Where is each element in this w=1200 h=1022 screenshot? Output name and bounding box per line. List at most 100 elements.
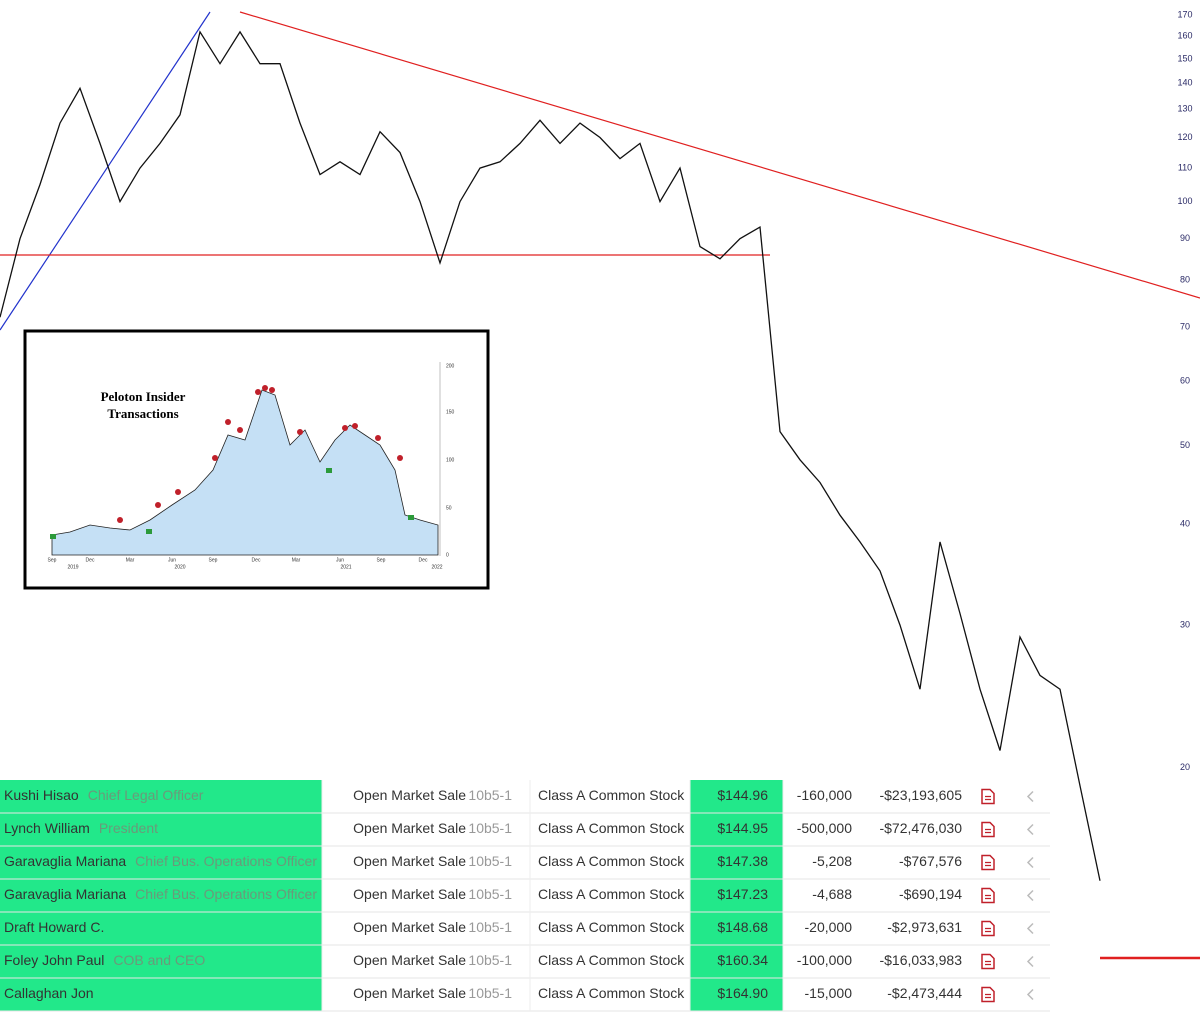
inset-month: Jun — [168, 557, 176, 563]
transaction-type: Open Market Sale — [353, 985, 466, 1001]
insider-role: COB and CEO — [113, 952, 205, 968]
inset-area — [51, 389, 439, 556]
y-tick-label: 30 — [1180, 619, 1190, 629]
value: -$2,973,631 — [887, 919, 962, 935]
value: -$16,033,983 — [879, 952, 962, 968]
y-tick-label: 170 — [1177, 9, 1192, 19]
inset-title: Peloton Insider Transactions — [101, 389, 186, 421]
y-tick-label: 140 — [1177, 78, 1192, 88]
insider-name: Callaghan Jon — [4, 985, 94, 1001]
price: $148.68 — [717, 919, 768, 935]
inset-month: Sep — [377, 557, 386, 563]
expand-chevron[interactable] — [1026, 955, 1034, 968]
inset-y-tick: 0 — [446, 552, 449, 558]
security: Class A Common Stock — [538, 820, 685, 836]
plan: 10b5-1 — [468, 919, 512, 935]
plan: 10b5-1 — [468, 853, 512, 869]
price: $147.38 — [717, 853, 768, 869]
inset-year: 2020 — [174, 564, 185, 570]
filing-icon-shape — [981, 953, 995, 970]
y-tick-label: 80 — [1180, 274, 1190, 284]
filing-icon-shape — [981, 920, 995, 937]
y-tick-label: 90 — [1180, 233, 1190, 243]
inset-month: Sep — [48, 557, 57, 563]
filing-icon[interactable] — [981, 854, 995, 871]
filing-icon-lines — [985, 927, 991, 933]
security: Class A Common Stock — [538, 919, 685, 935]
inset-year: 2019 — [67, 564, 78, 570]
price: $144.95 — [717, 820, 768, 836]
value: -$23,193,605 — [879, 787, 962, 803]
transaction-type: Open Market Sale — [353, 886, 466, 902]
shares: -100,000 — [797, 952, 852, 968]
filing-icon[interactable] — [981, 953, 995, 970]
plan: 10b5-1 — [468, 952, 512, 968]
insider-role: Chief Bus. Operations Officer — [135, 853, 317, 869]
shares: -15,000 — [805, 985, 853, 1001]
filing-icon-lines — [985, 861, 991, 867]
filing-icon-shape — [981, 821, 995, 838]
filing-icon-lines — [985, 795, 991, 801]
insider-name: Foley John Paul — [4, 952, 104, 968]
transaction-type: Open Market Sale — [353, 820, 466, 836]
inset-month: Dec — [252, 557, 261, 563]
insider-role: President — [99, 820, 158, 836]
inset-year: 2022 — [431, 564, 442, 570]
shares: -5,208 — [812, 853, 852, 869]
value: -$72,476,030 — [879, 820, 962, 836]
security: Class A Common Stock — [538, 952, 685, 968]
security: Class A Common Stock — [538, 853, 685, 869]
expand-chevron[interactable] — [1026, 889, 1034, 902]
security: Class A Common Stock — [538, 886, 685, 902]
shares: -500,000 — [797, 820, 852, 836]
insider-role: Chief Legal Officer — [88, 787, 204, 803]
name-column — [0, 780, 322, 1011]
y-tick-label: 100 — [1177, 196, 1192, 206]
inset-y-tick: 100 — [446, 457, 455, 463]
plan: 10b5-1 — [468, 820, 512, 836]
price: $147.23 — [717, 886, 768, 902]
filing-icon-lines — [985, 960, 991, 966]
plan: 10b5-1 — [468, 985, 512, 1001]
price-column — [690, 780, 783, 1011]
inset-y-tick: 200 — [446, 363, 455, 369]
filing-icon[interactable] — [981, 920, 995, 937]
shares: -20,000 — [805, 919, 853, 935]
inset-buy-markers — [50, 468, 414, 539]
shares: -4,688 — [812, 886, 852, 902]
expand-chevron[interactable] — [1026, 823, 1034, 836]
insider-name: Kushi Hisao — [4, 787, 79, 803]
insider-name: Garavaglia Mariana — [4, 886, 126, 902]
y-tick-label: 70 — [1180, 321, 1190, 331]
y-tick-label: 50 — [1180, 440, 1190, 450]
value: -$690,194 — [899, 886, 962, 902]
insider-name: Draft Howard C. — [4, 919, 104, 935]
filing-icon[interactable] — [981, 821, 995, 838]
inset-month: Dec — [419, 557, 428, 563]
inset-y-tick: 50 — [446, 505, 452, 511]
filing-icon-shape — [981, 986, 995, 1003]
y-tick-label: 40 — [1180, 518, 1190, 528]
filing-icon[interactable] — [981, 986, 995, 1003]
value: -$767,576 — [899, 853, 962, 869]
transaction-type: Open Market Sale — [353, 952, 466, 968]
inset-month: Dec — [86, 557, 95, 563]
filing-icon[interactable] — [981, 788, 995, 805]
transaction-type: Open Market Sale — [353, 853, 466, 869]
price: $160.34 — [717, 952, 768, 968]
filing-icon-shape — [981, 788, 995, 805]
expand-chevron[interactable] — [1026, 856, 1034, 869]
y-tick-label: 20 — [1180, 762, 1190, 772]
expand-chevron[interactable] — [1026, 988, 1034, 1001]
inset-year: 2021 — [340, 564, 351, 570]
value: -$2,473,444 — [887, 985, 962, 1001]
inset-month: Mar — [292, 557, 301, 563]
filing-icon[interactable] — [981, 887, 995, 904]
y-tick-label: 120 — [1177, 132, 1192, 142]
price: $144.96 — [717, 787, 768, 803]
insider-name: Lynch William — [4, 820, 90, 836]
expand-chevron[interactable] — [1026, 790, 1034, 803]
inset-month: Jun — [336, 557, 344, 563]
expand-chevron[interactable] — [1026, 922, 1034, 935]
inset-month: Mar — [126, 557, 135, 563]
